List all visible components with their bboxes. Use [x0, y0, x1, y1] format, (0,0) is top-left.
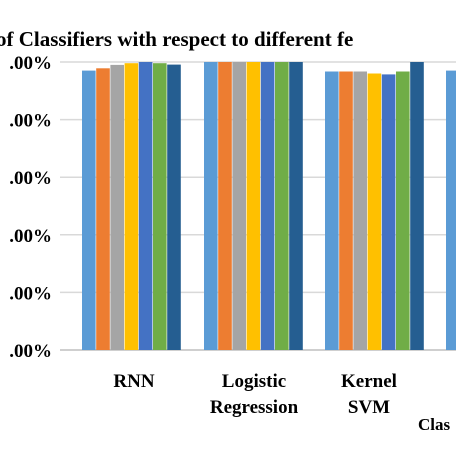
x-tick-label: SVM [348, 397, 390, 418]
x-tick-labels: RNN Logistic Regression Kernel SVM [113, 371, 397, 418]
bar [218, 62, 232, 350]
bar [124, 63, 139, 350]
bar [138, 62, 153, 350]
bar [153, 63, 167, 350]
bar [167, 64, 181, 350]
bar [367, 73, 382, 350]
bar [381, 74, 396, 351]
bar [260, 62, 275, 350]
bars [82, 62, 456, 351]
x-axis-label: Clas [418, 415, 451, 434]
bar [204, 62, 218, 350]
y-tick-label: .00% [9, 283, 52, 304]
y-tick-label: .00% [9, 341, 52, 362]
bar [289, 62, 303, 350]
y-tick-label: .00% [9, 168, 52, 189]
y-tick-label: .00% [9, 53, 52, 74]
y-tick-label: .00% [9, 111, 52, 132]
bar [82, 70, 96, 350]
bar [410, 62, 424, 350]
bar [325, 71, 339, 350]
bar [232, 62, 246, 350]
x-tick-label: Logistic [222, 371, 286, 392]
bar [275, 62, 289, 350]
bar [396, 71, 410, 350]
y-tick-label: .00% [9, 226, 52, 247]
chart-title: of Classifiers with respect to different… [0, 27, 353, 51]
bar [110, 64, 124, 351]
bar [246, 62, 261, 350]
x-tick-label: Regression [210, 397, 299, 418]
x-tick-label: RNN [113, 371, 154, 392]
bar [353, 71, 367, 350]
bar [446, 70, 456, 350]
bar [96, 68, 110, 351]
bar [339, 71, 353, 350]
x-tick-label: Kernel [341, 371, 397, 392]
y-tick-labels: .00% .00% .00% .00% .00% .00% [9, 53, 52, 362]
